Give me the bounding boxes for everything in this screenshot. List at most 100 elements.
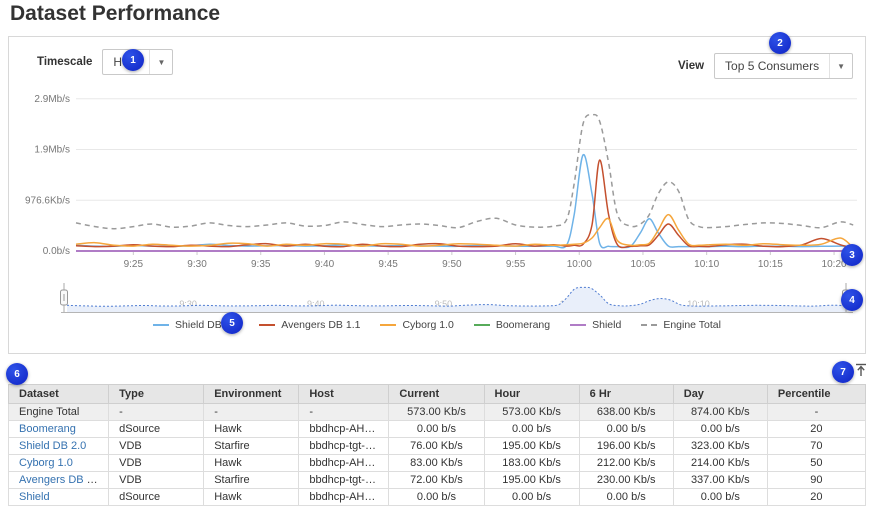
overview-tick-label: 9:50 [435, 299, 453, 309]
x-tick-label: 9:40 [315, 259, 335, 270]
y-tick-label: 0.0b/s [43, 246, 70, 257]
cell-current: 76.00 Kb/s [388, 437, 485, 455]
legend-swatch-icon [570, 324, 587, 326]
overview-tick-label: 10:10 [687, 299, 710, 309]
page-title: Dataset Performance [10, 2, 221, 25]
cell-six_hr: 196.00 Kb/s [578, 437, 674, 455]
cell-six_hr: 638.00 Kb/s [578, 403, 674, 421]
legend-item-engine-total[interactable]: Engine Total [641, 319, 721, 331]
series-line-cyborg-1-0 [75, 213, 854, 249]
cell-dataset: Engine Total [7, 403, 110, 421]
series-line-shield-db-2-0 [75, 154, 854, 249]
y-tick-label: 1.9Mb/s [34, 145, 70, 156]
cell-dataset: Shield [7, 488, 110, 506]
table-row: ShielddSourceHawkbbdhcp-AHCI-585...0.00 … [7, 488, 867, 506]
column-header-day: Day [672, 384, 768, 404]
timescale-control: Timescale Hour ▼ [37, 49, 174, 75]
dataset-link[interactable]: Avengers DB 1.1 [19, 474, 102, 486]
x-tick-label: 10:05 [630, 259, 655, 270]
overview-area [67, 287, 849, 312]
view-label: View [678, 60, 705, 72]
cell-six_hr: 230.00 Kb/s [578, 471, 674, 489]
legend-label: Cyborg 1.0 [402, 319, 454, 331]
legend-item-shield[interactable]: Shield [570, 319, 621, 331]
legend-item-cyborg-1-0[interactable]: Cyborg 1.0 [380, 319, 454, 331]
cell-dataset: Cyborg 1.0 [7, 454, 110, 472]
chart-legend: Shield DB 2.0 Avengers DB 1.1 Cyborg 1.0 Bo… [9, 319, 865, 331]
legend-label: Shield [592, 319, 622, 331]
cell-current: 72.00 Kb/s [388, 471, 485, 489]
cell-type: dSource [108, 488, 205, 506]
cell-dataset: Shield DB 2.0 [7, 437, 110, 455]
cell-hour: 183.00 Kb/s [483, 454, 580, 472]
column-header-type: Type [108, 384, 205, 404]
dataset-link[interactable]: Cyborg 1.0 [19, 457, 73, 469]
legend-swatch-icon [259, 324, 276, 326]
overview-line [66, 286, 846, 307]
legend-swatch-icon [380, 324, 397, 326]
x-tick-label: 9:35 [251, 259, 271, 270]
cell-percentile: 70 [766, 437, 867, 455]
y-tick-label: 976.6Kb/s [25, 195, 70, 206]
x-tick-label: 10:10 [694, 259, 719, 270]
view-control: View Top 5 Consumers ▼ [678, 53, 853, 79]
cell-percentile: - [766, 403, 867, 421]
x-tick-label: 9:55 [506, 259, 526, 270]
table-header-row: Dataset Type Environment Host Current Hour 6 H… [7, 384, 867, 404]
legend-swatch-icon [153, 324, 170, 326]
x-tick-label: 10:00 [567, 259, 592, 270]
x-tick-label: 9:50 [442, 259, 462, 270]
callout-badge-4: 4 [841, 289, 863, 311]
cell-current: 0.00 b/s [388, 420, 485, 438]
cell-host: bbdhcp-tgt-AHCI-... [298, 471, 390, 489]
cell-type: VDB [108, 437, 205, 455]
x-tick-label: 10:20 [822, 259, 847, 270]
timescale-label: Timescale [37, 56, 93, 68]
callout-badge-7: 7 [832, 361, 854, 383]
cell-current: 0.00 b/s [388, 488, 485, 506]
x-tick-label: 9:45 [378, 259, 398, 270]
cell-host: bbdhcp-AHCI-585... [298, 420, 390, 438]
cell-environment: Hawk [203, 454, 300, 472]
cell-hour: 195.00 Kb/s [483, 471, 580, 489]
callout-badge-1: 1 [122, 49, 144, 71]
cell-day: 214.00 Kb/s [672, 454, 768, 472]
cell-percentile: 90 [766, 471, 867, 489]
legend-swatch-icon [641, 324, 658, 326]
dataset-table: Dataset Type Environment Host Current Hour 6 H… [7, 384, 867, 506]
export-icon[interactable] [853, 362, 869, 378]
view-value: Top 5 Consumers [725, 59, 820, 73]
cell-current: 573.00 Kb/s [388, 403, 485, 421]
cell-host: - [298, 403, 390, 421]
chevron-down-icon: ▼ [829, 54, 852, 78]
cell-hour: 195.00 Kb/s [483, 437, 580, 455]
legend-swatch-icon [473, 324, 490, 326]
dataset-link[interactable]: Shield [19, 491, 50, 503]
table-row: BoomerangdSourceHawkbbdhcp-AHCI-585...0.… [7, 420, 867, 438]
view-dropdown[interactable]: Top 5 Consumers ▼ [714, 53, 853, 79]
column-header-six_hr: 6 Hr [578, 384, 674, 404]
column-header-environment: Environment [203, 384, 300, 404]
chevron-down-icon: ▼ [149, 50, 172, 74]
cell-dataset: Avengers DB 1.1 [7, 471, 110, 489]
cell-type: VDB [108, 454, 205, 472]
dataset-link[interactable]: Boomerang [19, 423, 76, 435]
legend-item-avengers-db-1-1[interactable]: Avengers DB 1.1 [259, 319, 360, 331]
cell-day: 874.00 Kb/s [672, 403, 768, 421]
column-header-host: Host [298, 384, 390, 404]
cell-host: bbdhcp-tgt-AHCI-... [298, 437, 390, 455]
cell-percentile: 20 [766, 420, 867, 438]
legend-item-boomerang[interactable]: Boomerang [473, 319, 550, 331]
dataset-link[interactable]: Shield DB 2.0 [19, 440, 87, 452]
cell-day: 0.00 b/s [672, 420, 768, 438]
x-tick-label: 9:30 [187, 259, 207, 270]
performance-chart-card: Timescale Hour ▼ View Top 5 Consumers ▼ … [8, 36, 866, 354]
legend-label: Engine Total [663, 319, 721, 331]
cell-environment: - [203, 403, 300, 421]
cell-day: 323.00 Kb/s [672, 437, 768, 455]
performance-chart: 2.9Mb/s 1.9Mb/s 976.6Kb/s 0.0b/s 9:25 9:30 9:3… [25, 94, 857, 270]
cell-day: 337.00 Kb/s [672, 471, 768, 489]
cell-host: bbdhcp-AHCI-585... [298, 488, 390, 506]
